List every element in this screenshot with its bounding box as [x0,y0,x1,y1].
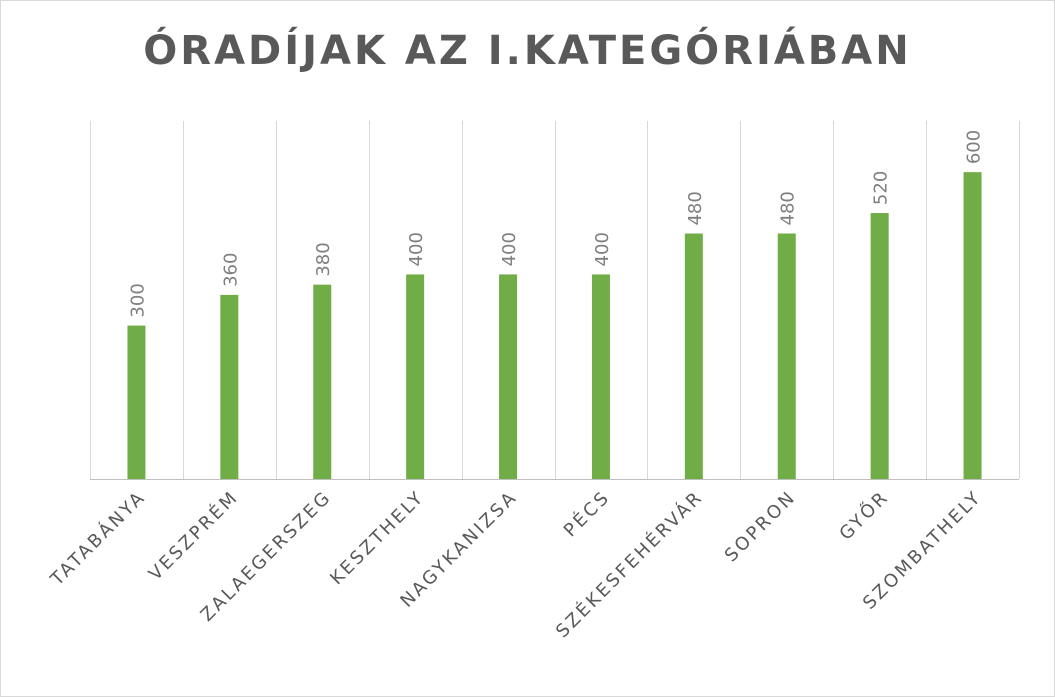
x-tick-label: GYŐR [835,486,894,545]
data-label: 600 [964,130,985,164]
data-label: 360 [220,253,241,287]
bar [777,233,796,479]
x-tick-label: TATABÁNYA [45,486,150,591]
data-label: 300 [127,283,148,317]
x-tick-label: KESZTHELY [326,487,429,590]
data-label: 400 [499,232,520,266]
x-tick-label: VESZPRÉM [144,486,243,585]
bar [406,274,425,479]
bar [591,274,610,479]
bar [220,294,239,479]
data-label: 480 [685,191,706,225]
data-label: 520 [871,171,892,205]
chart-title: ÓRADÍJAK AZ I.KATEGÓRIÁBAN [143,28,912,74]
x-tick-label: PÉCS [559,486,614,541]
x-tick-label: SZÉKESFEHÉRVÁR [551,486,707,642]
bar [963,172,982,479]
bar [870,213,889,480]
data-label: 380 [313,242,334,276]
bar [313,284,332,479]
data-label: 400 [406,232,427,266]
data-label: 480 [778,191,799,225]
bar [499,274,518,479]
bar [684,233,703,479]
data-label: 400 [592,232,613,266]
bar [127,325,146,479]
x-tick-label: SOPRON [721,487,801,567]
